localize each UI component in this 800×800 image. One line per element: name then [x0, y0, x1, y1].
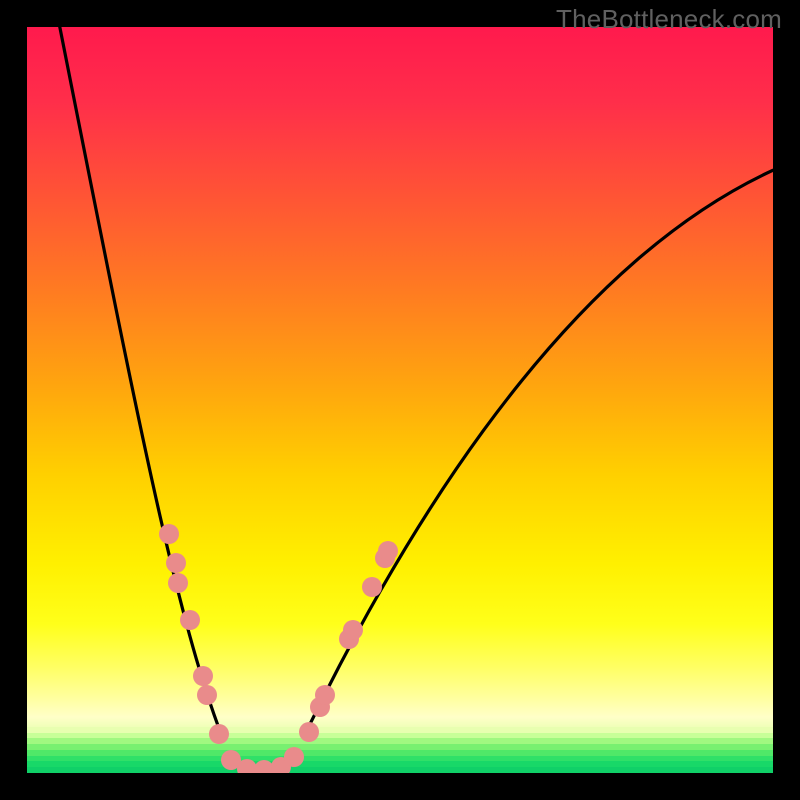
data-marker [315, 685, 335, 705]
green-band [27, 767, 773, 773]
curve-path [57, 27, 773, 769]
data-marker [284, 747, 304, 767]
bottleneck-curve [27, 27, 773, 773]
watermark-text: TheBottleneck.com [556, 4, 782, 35]
data-marker [166, 553, 186, 573]
data-marker [362, 577, 382, 597]
data-marker [343, 620, 363, 640]
data-marker [197, 685, 217, 705]
data-marker [193, 666, 213, 686]
chart-frame [27, 27, 773, 773]
data-marker [209, 724, 229, 744]
data-marker [378, 541, 398, 561]
data-marker [168, 573, 188, 593]
data-marker [159, 524, 179, 544]
plot-area [27, 27, 773, 773]
data-marker [180, 610, 200, 630]
data-marker [299, 722, 319, 742]
